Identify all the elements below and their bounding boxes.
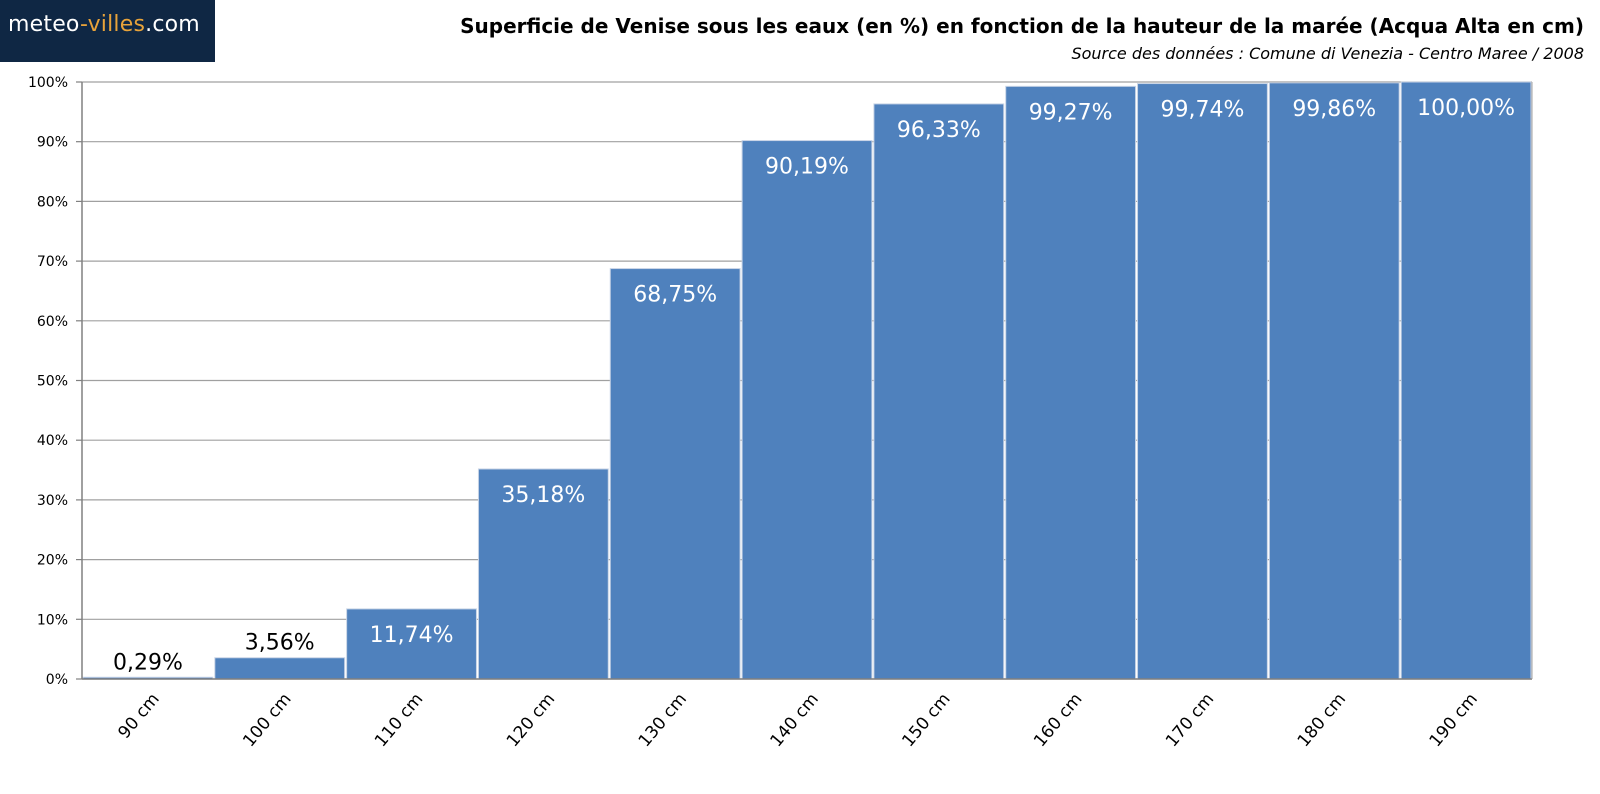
bar[interactable] [873, 103, 1005, 680]
bar[interactable] [477, 468, 609, 680]
data-label: 99,27% [1029, 100, 1113, 125]
bar[interactable] [1137, 83, 1268, 680]
y-tick-label: 10% [37, 612, 68, 628]
bar[interactable] [1268, 82, 1400, 680]
y-tick-label: 60% [37, 314, 68, 330]
data-label: 96,33% [897, 118, 981, 143]
bar[interactable] [741, 140, 873, 680]
data-label: 68,75% [633, 283, 717, 308]
chart-subtitle: Source des données : Comune di Venezia -… [1071, 44, 1584, 63]
x-tick-label: 110 cm [371, 689, 427, 751]
bar[interactable] [609, 268, 741, 680]
x-tick-label: 120 cm [503, 689, 559, 751]
brand-part3: .com [145, 12, 200, 37]
x-tick-label: 190 cm [1426, 689, 1482, 751]
axes [76, 81, 1533, 680]
brand-separator: - [80, 12, 88, 37]
data-label: 35,18% [501, 483, 585, 508]
y-tick-label: 0% [46, 672, 68, 688]
data-label: 100,00% [1417, 96, 1515, 121]
data-label: 0,29% [113, 650, 183, 675]
y-tick-label: 50% [37, 374, 68, 390]
x-tick-label: 180 cm [1294, 689, 1350, 751]
data-label: 90,19% [765, 155, 849, 180]
brand-part1: meteo [8, 12, 80, 37]
y-tick-label: 70% [37, 254, 68, 270]
x-tick-label: 160 cm [1030, 689, 1086, 751]
bars [82, 81, 1532, 680]
bar[interactable] [214, 657, 346, 680]
x-tick-label: 150 cm [898, 689, 954, 751]
data-label: 3,56% [245, 631, 315, 656]
x-tick-label: 90 cm [114, 689, 163, 742]
bar[interactable] [346, 608, 477, 680]
y-tick-label: 20% [37, 553, 68, 569]
chart-title: Superficie de Venise sous les eaux (en %… [460, 14, 1584, 38]
y-tick-label: 40% [37, 433, 68, 449]
x-tick-label: 130 cm [635, 689, 691, 751]
y-tick-label: 80% [37, 194, 68, 210]
y-tick-label: 30% [37, 493, 68, 509]
y-tick-label: 90% [37, 135, 68, 151]
x-tick-label: 100 cm [239, 689, 295, 751]
x-tick-label: 140 cm [767, 689, 823, 751]
data-label: 99,74% [1161, 98, 1245, 123]
data-label: 11,74% [370, 623, 454, 648]
bar[interactable] [1400, 81, 1532, 680]
y-tick-label: 100% [28, 75, 68, 91]
x-tick-label: 170 cm [1162, 689, 1218, 751]
brand-part2: villes [87, 12, 146, 37]
brand-logo[interactable]: meteo-villes.com [0, 0, 215, 62]
bar[interactable] [1005, 85, 1137, 680]
data-label: 99,86% [1292, 97, 1376, 122]
